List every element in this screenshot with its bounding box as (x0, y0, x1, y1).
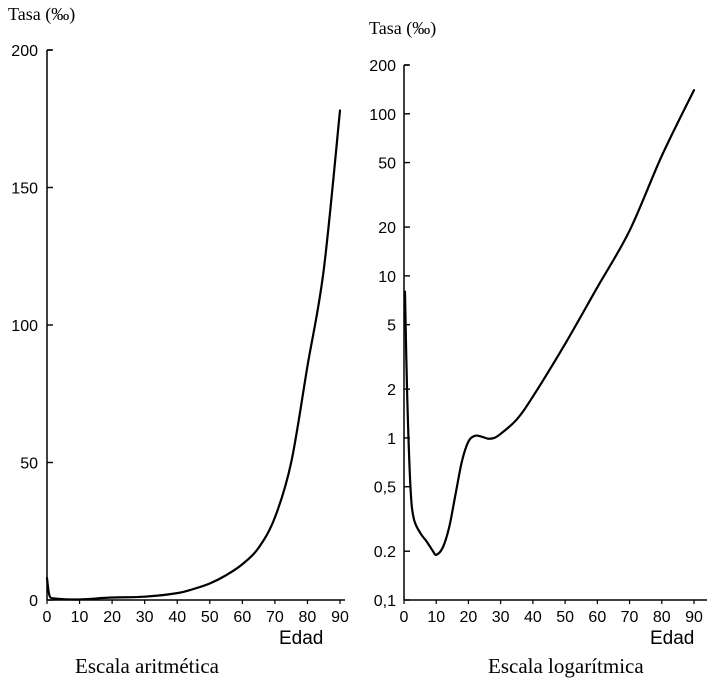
right-x-tick-label: 50 (556, 609, 574, 626)
left-chart-caption: Escala aritmética (75, 654, 220, 678)
left-x-tick-label: 60 (233, 609, 251, 626)
right-y-tick-label: 100 (369, 107, 396, 124)
right-x-tick-label: 80 (653, 609, 671, 626)
right-x-tick-label: 60 (588, 609, 606, 626)
left-x-tick-label: 40 (168, 609, 186, 626)
right-x-axis-label: Edad (650, 628, 694, 649)
left-x-tick-label: 80 (299, 609, 317, 626)
left-y-tick-label: 100 (11, 318, 38, 335)
right-y-tick-label: 50 (378, 156, 396, 173)
logarithmic-scale-chart: Tasa (‰) 0,1 0.2 0,5 1 2 5 10 20 50 100 200 0 10 20 3… (369, 18, 707, 678)
right-y-tick-label: 1 (387, 431, 396, 448)
left-series-line (45, 109, 342, 601)
left-x-ticks: 0 10 20 30 40 50 60 70 80 90 (43, 600, 349, 626)
left-y-tick-label: 50 (20, 456, 38, 473)
left-y-tick-label: 200 (11, 43, 38, 60)
right-x-tick-label: 30 (492, 609, 510, 626)
right-y-tick-label: 0.2 (374, 544, 396, 561)
right-x-tick-label: 20 (460, 609, 478, 626)
left-x-tick-label: 50 (201, 609, 219, 626)
right-y-axis-label: Tasa (‰) (369, 18, 436, 39)
right-y-tick-label: 0,1 (374, 593, 396, 610)
right-y-tick-label: 2 (387, 382, 396, 399)
right-x-tick-label: 10 (427, 609, 445, 626)
left-x-tick-label: 10 (71, 609, 89, 626)
right-x-tick-label: 70 (621, 609, 639, 626)
right-y-tick-label: 5 (387, 318, 396, 335)
right-x-tick-label: 0 (400, 609, 409, 626)
left-y-tick-label: 150 (11, 181, 38, 198)
right-y-ticks: 0,1 0.2 0,5 1 2 5 10 20 50 100 200 (369, 58, 410, 610)
left-x-tick-label: 20 (103, 609, 121, 626)
left-x-tick-label: 70 (266, 609, 284, 626)
left-x-axis-label: Edad (279, 628, 323, 649)
left-x-tick-label: 30 (136, 609, 154, 626)
right-x-tick-label: 90 (685, 609, 703, 626)
right-y-tick-label: 200 (369, 58, 396, 75)
right-x-ticks: 0 10 20 30 40 50 60 70 80 90 (400, 600, 703, 626)
left-y-axis-label: Tasa (‰) (8, 4, 75, 25)
right-y-tick-label: 20 (378, 220, 396, 237)
left-x-tick-label: 90 (331, 609, 349, 626)
right-y-tick-label: 0,5 (374, 480, 396, 497)
left-x-tick-label: 0 (43, 609, 52, 626)
left-y-tick-label: 0 (29, 593, 38, 610)
right-series-line (403, 89, 696, 557)
arithmetic-scale-chart: Tasa (‰) 0 50 100 150 200 0 10 20 30 40 50 60 70 80 9… (8, 4, 349, 678)
right-y-tick-label: 10 (378, 269, 396, 286)
left-y-ticks: 0 50 100 150 200 (11, 43, 53, 610)
right-chart-caption: Escala logarítmica (488, 654, 644, 678)
right-x-tick-label: 40 (524, 609, 542, 626)
